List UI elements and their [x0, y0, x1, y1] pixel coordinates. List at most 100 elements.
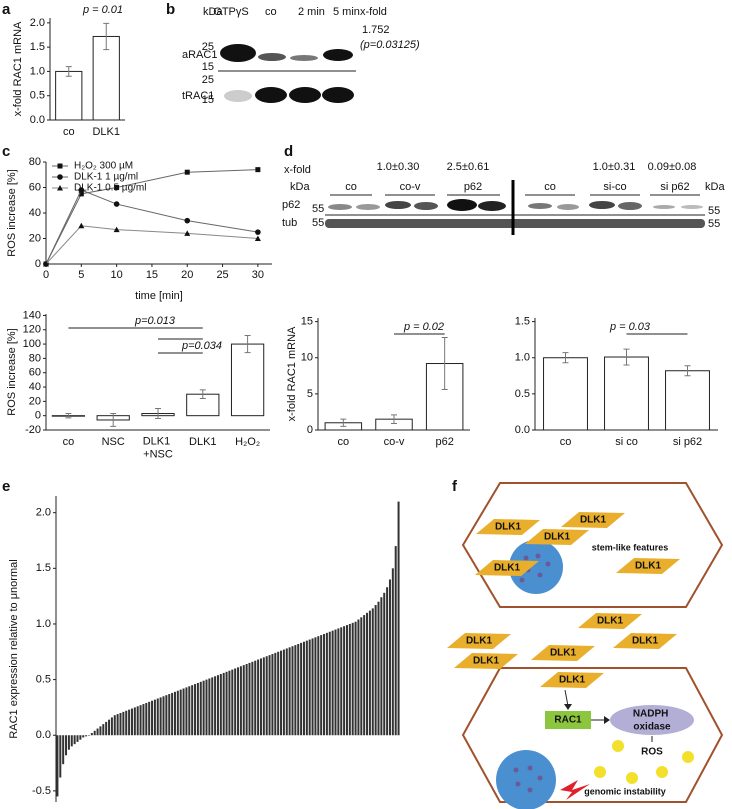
bar [188, 686, 191, 736]
kda-marker: 55 [708, 205, 720, 217]
error-bar [391, 414, 397, 424]
bar [168, 694, 171, 736]
y-tick-label: 1.0 [515, 352, 530, 364]
error-bar [65, 413, 72, 419]
y-tick-label: 60 [29, 367, 41, 379]
x-tick-label: H₂O₂ [235, 436, 260, 448]
error-bar [684, 365, 691, 377]
bar [165, 695, 168, 736]
y-tick-label: 0 [307, 424, 313, 436]
y-axis-label: ROS increase [%] [6, 328, 18, 415]
bar [108, 719, 111, 736]
dlk1-shape [578, 613, 642, 629]
bar [271, 654, 274, 736]
bar [302, 641, 305, 736]
bar [254, 660, 257, 736]
bar [234, 668, 237, 736]
kda: kDa [705, 181, 725, 193]
bar [543, 357, 588, 431]
y-axis-label: ROS increase [%] [6, 169, 18, 256]
bar [237, 667, 240, 736]
dlk1-shape [613, 633, 677, 649]
line [45, 225, 258, 265]
bar [274, 652, 277, 736]
bar [76, 735, 79, 742]
kda: kDa [290, 181, 310, 193]
error-bar [110, 413, 117, 427]
bar [196, 682, 199, 736]
bar [357, 619, 360, 736]
x-tick-label: 10 [111, 269, 123, 281]
bar [142, 704, 145, 736]
y-tick-label: 40 [29, 207, 41, 219]
legend-label: DLK-1 1 µg/ml [74, 172, 138, 183]
bar [397, 501, 400, 736]
marker [78, 187, 85, 193]
legend-marker [57, 185, 63, 191]
bar [268, 655, 271, 736]
x-tick-label: 20 [181, 269, 193, 281]
bar [311, 638, 314, 736]
panel-label: d [284, 143, 293, 160]
y-axis-label: RAC1 expression relative to μnormal [8, 559, 20, 738]
bar [230, 343, 265, 417]
xfold-value: 0.09±0.08 [648, 161, 697, 173]
annotation: p=0.013 [134, 315, 176, 327]
dlk1-shape [454, 653, 518, 669]
bar [391, 568, 394, 736]
y-tick-label: 100 [23, 338, 41, 350]
bar [208, 678, 211, 736]
kda-marker: 15 [202, 61, 214, 73]
marker [114, 185, 120, 190]
marker [78, 222, 85, 229]
dlk1-shape [447, 633, 511, 649]
xfold-value: 1.0±0.30 [377, 161, 420, 173]
bar [96, 728, 99, 736]
bar [105, 721, 108, 736]
dlk1-label: DLK1 [597, 616, 624, 627]
bar [371, 608, 374, 736]
bar [191, 685, 194, 736]
group-label: si p62 [660, 181, 689, 193]
diagram-f [461, 482, 724, 809]
bar [251, 661, 254, 736]
x-tick-label: DLK1 +NSC [143, 435, 174, 460]
legend-marker [57, 163, 63, 169]
bar [122, 711, 125, 736]
dlk1-shape [476, 519, 540, 535]
bar [65, 735, 68, 756]
dlk1-shape [531, 645, 595, 661]
xfold-value: 1.0±0.31 [593, 161, 636, 173]
dlk1-label: DLK1 [466, 636, 493, 647]
x-tick-label: si p62 [673, 436, 702, 448]
y-tick-label: 2.0 [36, 507, 51, 519]
marker [254, 235, 261, 241]
nadph-label: NADPH oxidase [633, 708, 671, 732]
bar [343, 626, 346, 736]
bar [171, 692, 174, 736]
x-tick-label: si co [615, 436, 638, 448]
bar [56, 735, 59, 797]
marker [184, 169, 190, 175]
x-tick-label: co [63, 126, 75, 138]
series [43, 187, 261, 267]
bar [148, 701, 151, 736]
y-tick-label: 0.0 [30, 114, 45, 126]
bar [125, 710, 128, 736]
bar [363, 615, 366, 736]
x-tick-label: 15 [146, 269, 158, 281]
x-axis-label: time [min] [135, 290, 183, 302]
dlk1-label: DLK1 [635, 561, 662, 572]
bar [93, 730, 96, 736]
bar [202, 680, 205, 736]
bar [265, 656, 268, 736]
bar [79, 735, 82, 740]
blot-d [325, 180, 705, 235]
bar [604, 356, 649, 431]
marker [184, 230, 191, 236]
bar [67, 735, 70, 750]
y-tick-label: 0 [35, 258, 41, 270]
group-label: co [345, 181, 357, 193]
x-tick-label: p62 [435, 436, 453, 448]
